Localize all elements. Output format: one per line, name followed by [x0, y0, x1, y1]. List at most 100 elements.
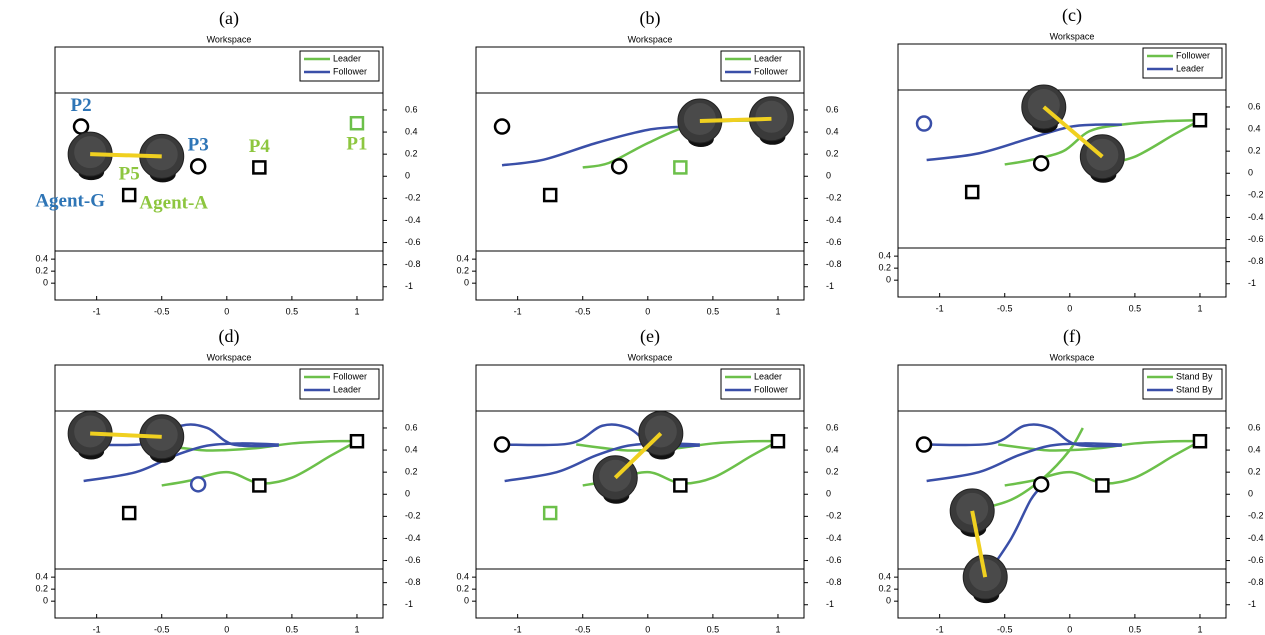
y-tick-label: 0 — [1248, 168, 1253, 178]
legend-label: Follower — [333, 371, 367, 381]
y-tick-label: -0.8 — [1248, 256, 1264, 266]
trajectory — [501, 125, 687, 167]
target-square — [1095, 478, 1110, 493]
legend-label: Stand By — [1176, 371, 1213, 381]
legend: Leader Follower — [720, 50, 801, 82]
x-tick-label: 1 — [1197, 624, 1202, 634]
trajectory — [81, 423, 279, 483]
panel: (f) Workspace -1 -0.5 0 0.5 1 0.6 0.4 0.2 0 -0.2 -0.… — [878, 326, 1263, 634]
y-tick-label: 0.4 — [1248, 444, 1261, 454]
panel-label: (f) — [1063, 326, 1081, 347]
point-label: P1 — [346, 134, 367, 155]
target-circle — [1032, 476, 1050, 493]
y-tick-label: 0 — [826, 171, 831, 181]
y-tick-label: 0.4 — [826, 126, 839, 136]
legend-box — [299, 50, 380, 82]
legend: Leader Follower — [299, 50, 380, 82]
y-tick-label: 0.2 — [826, 467, 839, 477]
panel-label: (c) — [1062, 5, 1082, 26]
y-tick-label: 0.6 — [405, 422, 418, 432]
target-square — [1192, 112, 1208, 128]
y-tick-label: 0.6 — [826, 422, 839, 432]
y2-tick-label: 0.2 — [35, 584, 48, 594]
y-tick-label: 0 — [826, 489, 831, 499]
x-tick-label: 0 — [1067, 303, 1072, 313]
target-square — [542, 505, 558, 521]
link-bar — [90, 431, 162, 439]
y2-tick-label: 0.4 — [878, 251, 891, 261]
legend-label: Leader — [1176, 63, 1204, 73]
y2-tick-label: 0 — [43, 596, 48, 606]
plot-frame — [54, 46, 384, 301]
point-label: P4 — [249, 136, 271, 157]
robot-top — [74, 415, 107, 448]
y-tick-label: -1 — [826, 281, 834, 291]
x-tick-label: -1 — [936, 303, 944, 313]
x-tick-label: -1 — [93, 306, 101, 316]
y2-tick-label: 0.2 — [878, 263, 891, 273]
target-circle — [189, 476, 207, 493]
target-square — [673, 478, 688, 493]
x-tick-label: 0.5 — [1129, 624, 1142, 634]
plot-frame — [54, 364, 384, 619]
y-tick-label: -1 — [826, 599, 834, 609]
plot-frame — [475, 364, 805, 619]
legend-box — [299, 368, 380, 400]
target-square — [673, 160, 688, 175]
y-tick-label: -0.4 — [826, 533, 842, 543]
legend-box — [1142, 368, 1223, 400]
y-tick-label: -0.8 — [405, 259, 421, 269]
panel-label: (b) — [640, 8, 661, 29]
panel-label: (a) — [219, 8, 239, 29]
legend-box — [720, 50, 801, 82]
x-tick-label: 0.5 — [286, 306, 299, 316]
legend-box — [1142, 47, 1223, 79]
legend: Follower Leader — [299, 368, 380, 400]
y-tick-label: 0.2 — [1248, 467, 1261, 477]
x-tick-label: -1 — [93, 624, 101, 634]
plot-frame — [475, 46, 805, 301]
legend-label: Leader — [754, 371, 782, 381]
x-tick-label: 1 — [354, 624, 359, 634]
target-circle — [610, 158, 628, 175]
y-tick-label: -0.6 — [1248, 555, 1264, 565]
y2-tick-label: 0 — [43, 278, 48, 288]
x-tick-label: -0.5 — [575, 306, 591, 316]
y-tick-label: -1 — [1248, 278, 1256, 288]
robot — [962, 554, 1008, 604]
x-tick-label: 0 — [645, 624, 650, 634]
x-tick-label: -0.5 — [997, 303, 1013, 313]
target-square — [349, 115, 365, 131]
legend-label: Follower — [333, 66, 367, 76]
target-circle — [493, 118, 511, 135]
link-bar — [90, 152, 162, 159]
target-square — [964, 184, 980, 200]
y2-tick-label: 0.2 — [35, 266, 48, 276]
x-tick-label: -1 — [514, 624, 522, 634]
chart-title: Workspace — [207, 352, 252, 362]
y-tick-label: -0.6 — [826, 237, 842, 247]
legend-label: Follower — [754, 384, 788, 394]
y-tick-label: -0.8 — [1248, 577, 1264, 587]
point-label: P2 — [70, 95, 91, 116]
x-tick-label: -0.5 — [154, 306, 170, 316]
x-tick-label: 0.5 — [707, 306, 720, 316]
y-tick-label: -0.4 — [1248, 533, 1264, 543]
legend-label: Leader — [333, 384, 361, 394]
robot-top — [755, 100, 788, 133]
y-tick-label: 0.6 — [405, 104, 418, 114]
y-tick-label: 0.6 — [1248, 422, 1261, 432]
legend-label: Leader — [333, 53, 361, 63]
y-tick-label: 0.2 — [1248, 146, 1261, 156]
legend-label: Follower — [1176, 50, 1210, 60]
panel: (d) Workspace -1 -0.5 0 0.5 1 0.6 0.4 0.2 0 -0.2 -0.… — [35, 326, 420, 634]
link-bar — [699, 116, 772, 124]
y2-tick-label: 0 — [464, 596, 469, 606]
chart-title: Workspace — [1050, 352, 1095, 362]
link-bar — [970, 510, 988, 578]
y2-tick-label: 0.2 — [878, 584, 891, 594]
y-tick-label: 0.4 — [405, 444, 418, 454]
y2-tick-label: 0 — [886, 275, 891, 285]
x-tick-label: 1 — [775, 624, 780, 634]
y-tick-label: -0.2 — [826, 511, 842, 521]
